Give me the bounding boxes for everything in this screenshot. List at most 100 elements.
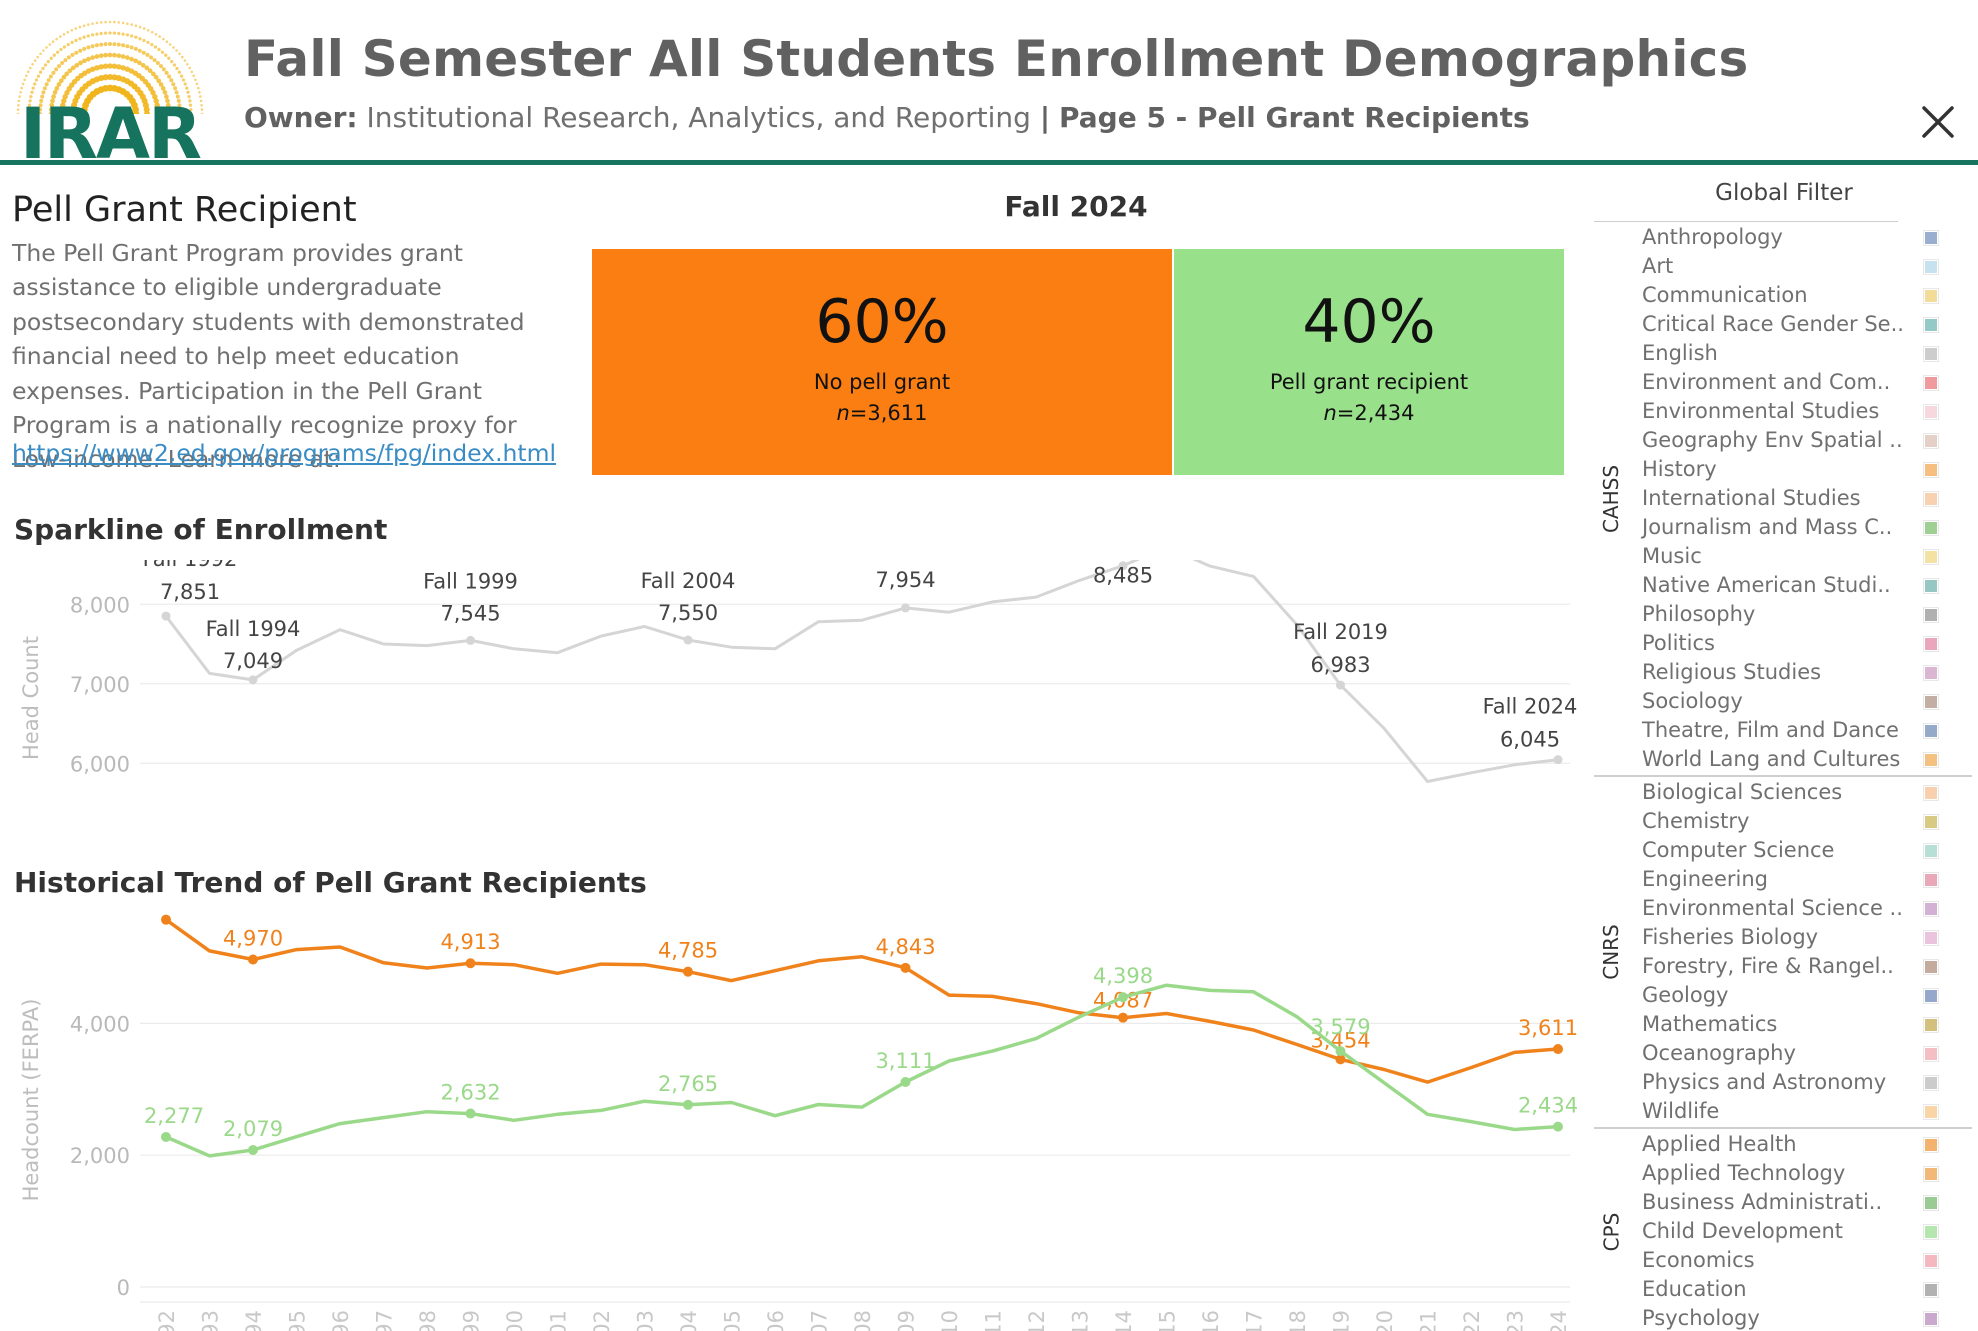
filter-color-swatch[interactable] xyxy=(1924,1047,1938,1061)
data-point[interactable] xyxy=(1553,755,1563,765)
data-point[interactable] xyxy=(1335,1054,1346,1065)
filter-item[interactable]: Religious Studies xyxy=(1642,658,1952,687)
data-point[interactable] xyxy=(900,1076,911,1087)
filter-item[interactable]: Computer Science xyxy=(1642,836,1952,865)
data-point[interactable] xyxy=(161,611,171,621)
filter-item[interactable]: History xyxy=(1642,455,1952,484)
filter-item[interactable]: Communication xyxy=(1642,281,1952,310)
filter-item[interactable]: Education xyxy=(1642,1275,1952,1304)
filter-item[interactable]: Philosophy xyxy=(1642,600,1952,629)
filter-item[interactable]: Psychology xyxy=(1642,1304,1952,1331)
data-point[interactable] xyxy=(900,962,911,973)
data-point[interactable] xyxy=(1118,992,1128,1003)
filter-item[interactable]: Environmental Studies xyxy=(1642,397,1952,426)
filter-color-swatch[interactable] xyxy=(1924,815,1938,829)
data-point[interactable] xyxy=(683,966,693,977)
data-point[interactable] xyxy=(1553,1044,1563,1055)
filter-item[interactable]: Native American Studi.. xyxy=(1642,571,1952,600)
filter-color-swatch[interactable] xyxy=(1924,231,1938,245)
filter-item[interactable]: Wildlife xyxy=(1642,1097,1952,1126)
data-point[interactable] xyxy=(1553,1121,1563,1132)
filter-item[interactable]: Applied Technology xyxy=(1642,1159,1952,1188)
filter-color-swatch[interactable] xyxy=(1924,873,1938,887)
data-point[interactable] xyxy=(1118,561,1128,571)
filter-color-swatch[interactable] xyxy=(1924,724,1938,738)
data-point[interactable] xyxy=(1118,1012,1128,1023)
series-line[interactable] xyxy=(165,983,1559,1158)
data-point[interactable] xyxy=(683,1099,693,1110)
filter-item[interactable]: Geography Env Spatial .. xyxy=(1642,426,1952,455)
filter-item[interactable]: Politics xyxy=(1642,629,1952,658)
data-point[interactable] xyxy=(465,958,476,969)
data-point[interactable] xyxy=(161,914,171,925)
data-point[interactable] xyxy=(901,603,910,613)
filter-color-swatch[interactable] xyxy=(1924,550,1938,564)
filter-item[interactable]: Anthropology xyxy=(1642,223,1952,252)
filter-item[interactable]: Biological Sciences xyxy=(1642,778,1952,807)
filter-color-swatch[interactable] xyxy=(1924,786,1938,800)
filter-color-swatch[interactable] xyxy=(1924,931,1938,945)
filter-color-swatch[interactable] xyxy=(1924,347,1938,361)
data-point[interactable] xyxy=(1336,680,1345,690)
filter-item[interactable]: Applied Health xyxy=(1642,1130,1952,1159)
filter-color-swatch[interactable] xyxy=(1924,1196,1938,1210)
filter-item[interactable]: Geology xyxy=(1642,981,1952,1010)
filter-color-swatch[interactable] xyxy=(1924,463,1938,477)
filter-color-swatch[interactable] xyxy=(1924,289,1938,303)
filter-color-swatch[interactable] xyxy=(1924,260,1938,274)
pell-grant-link[interactable]: https://www2.ed.gov/programs/fpg/index.h… xyxy=(12,439,557,467)
filter-item[interactable]: World Lang and Cultures xyxy=(1642,745,1952,774)
sparkline-chart[interactable]: 8,000 7,000 6,000 Head Count Fall 1992 7,851 F… xyxy=(0,560,1580,845)
kpi-pell-grant-recipient[interactable]: 40% Pell grant recipient n=2,434 xyxy=(1174,249,1564,475)
filter-color-swatch[interactable] xyxy=(1924,521,1938,535)
filter-color-swatch[interactable] xyxy=(1924,1283,1938,1297)
data-point[interactable] xyxy=(1335,1046,1346,1057)
close-icon[interactable] xyxy=(1918,102,1958,142)
filter-item[interactable]: Engineering xyxy=(1642,865,1952,894)
kpi-no-pell-grant[interactable]: 60% No pell grant n=3,611 xyxy=(592,249,1172,475)
filter-item[interactable]: Physics and Astronomy xyxy=(1642,1068,1952,1097)
filter-color-swatch[interactable] xyxy=(1924,405,1938,419)
filter-color-swatch[interactable] xyxy=(1924,1076,1938,1090)
filter-item[interactable]: Child Development xyxy=(1642,1217,1952,1246)
filter-color-swatch[interactable] xyxy=(1924,579,1938,593)
series-line[interactable] xyxy=(164,560,1559,783)
filter-color-swatch[interactable] xyxy=(1924,666,1938,680)
filter-item[interactable]: Oceanography xyxy=(1642,1039,1952,1068)
filter-color-swatch[interactable] xyxy=(1924,608,1938,622)
filter-item[interactable]: International Studies xyxy=(1642,484,1952,513)
filter-item[interactable]: Mathematics xyxy=(1642,1010,1952,1039)
filter-color-swatch[interactable] xyxy=(1924,1312,1938,1326)
filter-color-swatch[interactable] xyxy=(1924,1105,1938,1119)
filter-color-swatch[interactable] xyxy=(1924,695,1938,709)
filter-color-swatch[interactable] xyxy=(1924,989,1938,1003)
filter-color-swatch[interactable] xyxy=(1924,1254,1938,1268)
data-point[interactable] xyxy=(248,954,258,965)
filter-color-swatch[interactable] xyxy=(1924,902,1938,916)
filter-color-swatch[interactable] xyxy=(1924,1225,1938,1239)
filter-color-swatch[interactable] xyxy=(1924,1167,1938,1181)
filter-item[interactable]: Environmental Science .. xyxy=(1642,894,1952,923)
filter-color-swatch[interactable] xyxy=(1924,960,1938,974)
filter-item[interactable]: English xyxy=(1642,339,1952,368)
filter-item[interactable]: Critical Race Gender Se.. xyxy=(1642,310,1952,339)
filter-item[interactable]: Sociology xyxy=(1642,687,1952,716)
filter-color-swatch[interactable] xyxy=(1924,376,1938,390)
filter-item[interactable]: Forestry, Fire & Rangel.. xyxy=(1642,952,1952,981)
filter-color-swatch[interactable] xyxy=(1924,434,1938,448)
filter-color-swatch[interactable] xyxy=(1924,1018,1938,1032)
filter-color-swatch[interactable] xyxy=(1924,753,1938,767)
pell-trend-chart[interactable]: 0 2,000 4,000 Headcount (FERPA) 5,574 4,970 4,… xyxy=(0,910,1580,1331)
filter-item[interactable]: Economics xyxy=(1642,1246,1952,1275)
filter-item[interactable]: Theatre, Film and Dance xyxy=(1642,716,1952,745)
filter-color-swatch[interactable] xyxy=(1924,492,1938,506)
filter-item[interactable]: Art xyxy=(1642,252,1952,281)
filter-item[interactable]: Journalism and Mass C.. xyxy=(1642,513,1952,542)
filter-color-swatch[interactable] xyxy=(1924,1138,1938,1152)
data-point[interactable] xyxy=(466,635,475,645)
filter-item[interactable]: Chemistry xyxy=(1642,807,1952,836)
filter-color-swatch[interactable] xyxy=(1924,637,1938,651)
filter-color-swatch[interactable] xyxy=(1924,318,1938,332)
filter-color-swatch[interactable] xyxy=(1924,844,1938,858)
data-point[interactable] xyxy=(161,1131,171,1142)
